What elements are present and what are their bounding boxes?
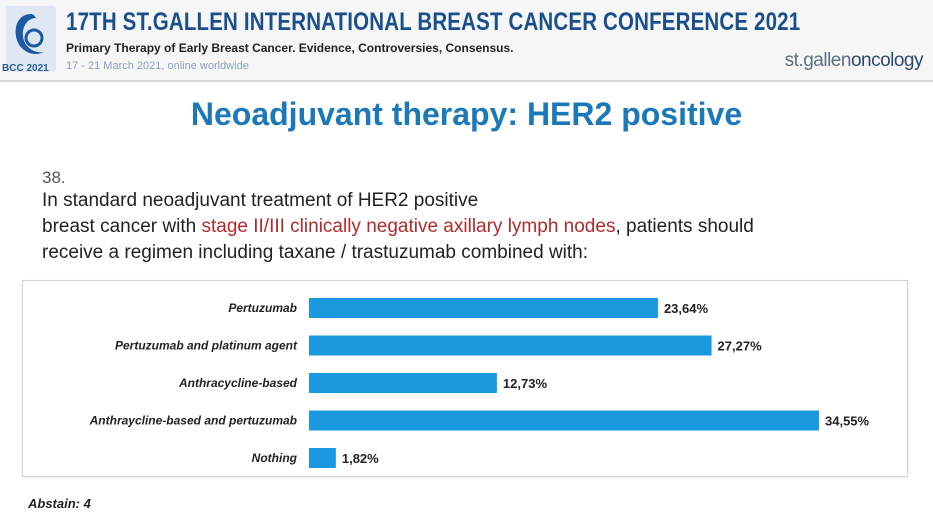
slide-title: Neoadjuvant therapy: HER2 positive [190, 96, 743, 132]
category-label-anthracycline-based: Anthracycline-based [178, 376, 298, 390]
bar-pertuzumab-and-platinum-agent [309, 335, 712, 356]
question-line-2-pre: breast cancer with [42, 216, 202, 237]
conference-logo-icon [6, 6, 56, 72]
logo-label: BCC 2021 [2, 63, 49, 74]
category-label-nothing: Nothing [252, 451, 298, 465]
bar-anthraycline-based-and-pertuzumab [309, 410, 819, 431]
conference-header: BCC 2021 17TH ST.GALLEN INTERNATIONAL BR… [0, 0, 933, 80]
bar-anthracycline-based [309, 373, 497, 393]
brand-part-1: st.gallen [784, 50, 852, 71]
bar-pertuzumab [309, 298, 658, 318]
bar-nothing [309, 448, 336, 468]
question-line-2-post: , patients should [615, 216, 754, 237]
question-line-1: In standard neoadjuvant treatment of HER… [42, 190, 479, 211]
brand-logo: st.gallenoncology [784, 50, 924, 72]
value-label-pertuzumab-and-platinum-agent: 27,27% [718, 339, 763, 354]
category-label-pertuzumab-and-platinum-agent: Pertuzumab and platinum agent [115, 339, 298, 353]
value-label-pertuzumab: 23,64% [664, 301, 709, 316]
question-highlight: stage II/III clinically negative axillar… [201, 216, 616, 237]
bar-chart: Pertuzumab 23,64% Pertuzumab and platinum … [89, 298, 870, 468]
question-line-2: breast cancer with stage II/III clinical… [42, 216, 754, 238]
brand-part-2: oncology [850, 50, 924, 71]
conference-title: 17TH ST.GALLEN INTERNATIONAL BREAST CANC… [66, 8, 801, 36]
category-label-anthraycline-based-and-pertuzumab: Anthraycline-based and pertuzumab [89, 414, 297, 428]
chart-panel: Pertuzumab 23,64% Pertuzumab and platinum … [22, 280, 908, 477]
value-label-anthraycline-based-and-pertuzumab: 34,55% [825, 414, 870, 429]
conference-dates: 17 - 21 March 2021, online worldwide [66, 60, 249, 72]
value-label-anthracycline-based: 12,73% [503, 376, 548, 391]
value-label-nothing: 1,82% [342, 451, 379, 466]
header-divider [0, 80, 933, 82]
category-label-pertuzumab: Pertuzumab [228, 301, 297, 315]
question-number: 38. [42, 168, 66, 187]
question-line-3: receive a regimen including taxane / tra… [42, 242, 589, 263]
conference-subtitle: Primary Therapy of Early Breast Cancer. … [66, 41, 514, 55]
abstain-count: Abstain: 4 [28, 496, 91, 511]
